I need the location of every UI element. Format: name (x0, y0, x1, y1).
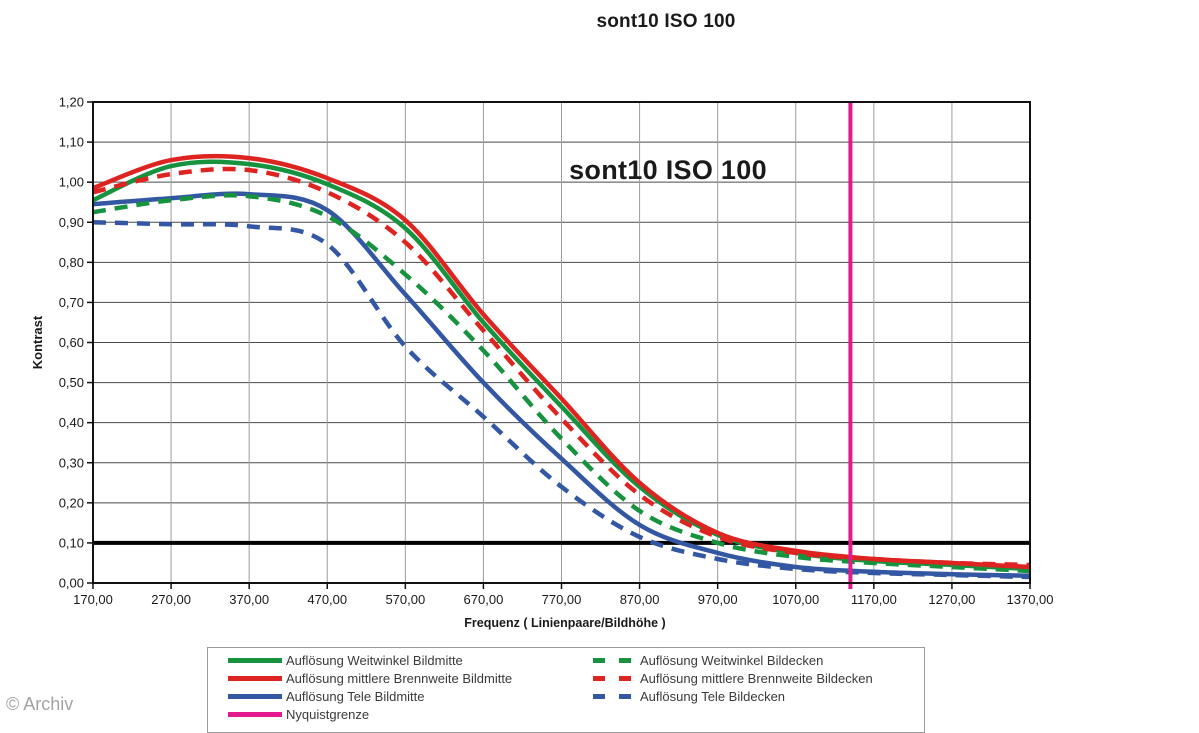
legend-line-sample (593, 693, 631, 699)
x-tick-label: 770,00 (542, 592, 582, 607)
series-curve (92, 153, 1031, 570)
page-title: sont10 ISO 100 (596, 11, 736, 32)
legend-item: Auflösung Tele Bildecken (593, 687, 873, 705)
mtf-plot: 0,00 0,10 0,20 0,30 0,40 0,50 0,60 0,70 0,80 0,90… (30, 95, 1054, 630)
y-tick-label: 0,00 (59, 576, 84, 591)
legend-label: Auflösung Tele Bildmitte (286, 688, 425, 704)
x-tick-label: 370,00 (229, 592, 269, 607)
x-tick-label: 1370,00 (1007, 592, 1054, 607)
legend-item: Auflösung Weitwinkel Bildecken (593, 651, 873, 669)
y-tick-label: 1,00 (59, 175, 84, 190)
legend-item: Auflösung mittlere Brennweite Bildmitte (228, 669, 512, 687)
legend-label: Auflösung mittlere Brennweite Bildecken (640, 670, 873, 686)
legend-dash-sample (619, 693, 631, 699)
legend-line-sample (593, 675, 631, 681)
y-tick-label: 0,30 (59, 455, 84, 470)
series-curve (92, 166, 1031, 568)
legend-dash-sample (593, 693, 605, 699)
legend-item: Auflösung mittlere Brennweite Bildecken (593, 669, 873, 687)
legend-right-column: Auflösung Weitwinkel Bildecken Auflösung … (593, 651, 873, 705)
watermark-archiv: © Archiv (6, 694, 74, 714)
legend-label: Auflösung Weitwinkel Bildecken (640, 652, 824, 668)
x-tick-label: 1270,00 (928, 592, 975, 607)
y-tick-label: 0,50 (59, 375, 84, 390)
legend-item: Nyquistgrenze (228, 705, 512, 723)
y-tick-label: 0,60 (59, 335, 84, 350)
legend-left-column: Auflösung Weitwinkel Bildmitte Auflösung … (228, 651, 512, 723)
y-tick-label: 1,10 (59, 135, 84, 150)
y-tick-label: 0,20 (59, 495, 84, 510)
x-tick-label: 670,00 (464, 592, 504, 607)
legend-dash-sample (593, 657, 605, 663)
legend-label: Auflösung mittlere Brennweite Bildmitte (286, 670, 513, 686)
legend-line-sample (228, 675, 282, 681)
legend-dash-sample (593, 675, 605, 681)
x-tick-label: 470,00 (307, 592, 347, 607)
x-tick-label: 870,00 (620, 592, 660, 607)
legend-item: Auflösung Weitwinkel Bildmitte (228, 651, 512, 669)
legend-line-sample (228, 711, 282, 717)
legend-box: Auflösung Weitwinkel Bildmitte Auflösung … (207, 647, 925, 733)
legend-item: Auflösung Tele Bildmitte (228, 687, 512, 705)
x-tick-label: 1070,00 (772, 592, 819, 607)
legend-line-sample (228, 657, 282, 663)
y-tick-label: 1,20 (59, 95, 84, 110)
legend-line-sample (228, 693, 282, 699)
inplot-title: sont10 ISO 100 (569, 155, 767, 185)
x-tick-label: 270,00 (151, 592, 191, 607)
y-axis-label: Kontrast (30, 315, 45, 369)
y-tick-label: 0,40 (59, 415, 84, 430)
legend-label: Auflösung Weitwinkel Bildmitte (286, 652, 463, 668)
legend-line-sample (593, 657, 631, 663)
legend-label: Nyquistgrenze (286, 706, 370, 722)
y-tick-label: 0,10 (59, 535, 84, 550)
x-tick-label: 1170,00 (851, 592, 897, 607)
legend-dash-sample (619, 675, 631, 681)
y-tick-label: 0,70 (59, 295, 84, 310)
y-tick-label: 0,90 (59, 215, 84, 230)
x-tick-label: 570,00 (385, 592, 425, 607)
x-tick-label: 170,00 (73, 592, 113, 607)
x-axis-label: Frequenz ( Linienpaare/Bildhöhe ) (464, 616, 665, 630)
legend-label: Auflösung Tele Bildecken (640, 688, 786, 704)
y-tick-label: 0,80 (59, 255, 84, 270)
x-tick-label: 970,00 (698, 592, 738, 607)
legend-dash-sample (619, 657, 631, 663)
